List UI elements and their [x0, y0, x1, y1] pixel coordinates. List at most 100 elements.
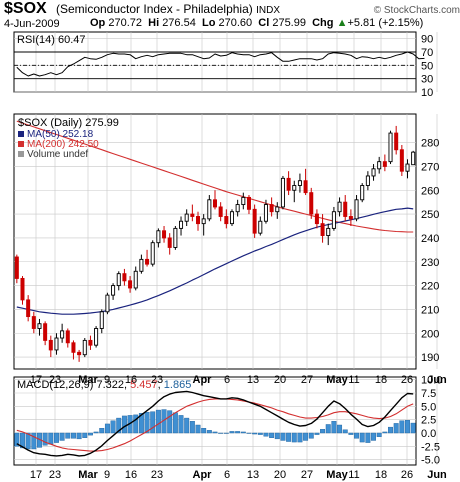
macd-histogram-bar	[274, 432, 280, 440]
x-axis-label: 27	[301, 374, 313, 386]
x-axis-label: 26	[401, 469, 413, 481]
candle-up	[275, 206, 280, 213]
candle-up	[377, 161, 382, 170]
macd-histogram-bar	[263, 432, 269, 437]
macd-histogram-bar	[235, 431, 241, 434]
candle-up	[150, 242, 155, 265]
candle-up	[354, 199, 359, 220]
macd-tick-label: 10.0	[421, 375, 442, 387]
candle-down	[320, 223, 325, 236]
macd-histogram-bar	[172, 412, 178, 434]
legend-swatch-2	[18, 151, 24, 157]
macd-title-part-1: ,	[124, 379, 130, 391]
candle-down	[309, 192, 314, 215]
price-tick-label: 190	[421, 352, 439, 364]
macd-histogram-bar	[280, 432, 286, 441]
candle-down	[246, 196, 251, 210]
candle-up	[229, 211, 234, 225]
x-axis-label: 23	[49, 469, 61, 481]
macd-histogram-bar	[218, 432, 224, 434]
macd-histogram-bar	[297, 432, 303, 443]
candle-up	[201, 218, 206, 225]
macd-title-part-3: ,	[158, 379, 164, 391]
candle-up	[82, 339, 87, 356]
rsi-tick-label: 90	[421, 34, 433, 46]
candle-up	[280, 177, 285, 208]
macd-histogram-bar	[252, 432, 258, 435]
candle-down	[20, 277, 25, 301]
candle-down	[252, 208, 257, 234]
ohlc-readout: Op 270.72 Hi 276.54 Lo 270.60 Cl 275.99 …	[90, 17, 423, 29]
macd-histogram-bar	[144, 412, 150, 434]
macd-tick-label: -2.5	[421, 441, 440, 453]
candle-down	[399, 149, 404, 172]
candle-down	[218, 206, 223, 217]
up-triangle-icon: ▲	[336, 17, 348, 29]
macd-histogram-bar	[104, 423, 110, 434]
macd-histogram-bar	[178, 415, 184, 434]
macd-tick-label: 5.0	[421, 401, 436, 413]
candle-up	[54, 337, 59, 351]
price-tick-label: 250	[421, 209, 439, 221]
candle-down	[348, 216, 353, 220]
candle-up	[292, 185, 297, 191]
x-axis-label: 16	[125, 374, 137, 386]
macd-histogram-bar	[20, 432, 25, 449]
x-axis-label: 11	[348, 374, 359, 386]
candle-up	[207, 199, 212, 220]
candle-down	[343, 201, 348, 217]
price-tick-label: 260	[421, 185, 439, 197]
legend-swatch-0	[18, 131, 24, 137]
x-axis-label: 26	[401, 374, 413, 386]
candle-up	[60, 330, 65, 339]
candle-down	[26, 299, 31, 318]
legend-entry-1: MA(200) 242.50	[27, 139, 99, 150]
macd-histogram-bar	[212, 431, 218, 434]
candle-up	[360, 185, 365, 201]
candle-down	[145, 258, 150, 265]
candle-up	[116, 273, 121, 287]
macd-histogram-bar	[99, 428, 105, 434]
x-axis-label: 13	[247, 374, 259, 386]
macd-histogram-bar	[93, 431, 99, 434]
x-axis-label: Mar	[78, 469, 98, 481]
candle-down	[122, 273, 127, 282]
macd-histogram-bar	[246, 432, 252, 434]
macd-histogram-bar	[223, 432, 229, 434]
price-tick-label: 210	[421, 304, 439, 316]
x-axis-label: 6	[224, 374, 230, 386]
candle-up	[133, 270, 138, 289]
candle-up	[365, 175, 370, 186]
candle-up	[371, 168, 376, 177]
candle-down	[128, 280, 133, 289]
macd-histogram-bar	[291, 432, 297, 443]
x-axis-label: 18	[375, 469, 387, 481]
x-axis-label: 6	[224, 469, 230, 481]
rsi-title: RSI(14) 60.47	[17, 34, 85, 46]
macd-histogram-bar	[42, 432, 48, 446]
candle-up	[139, 258, 144, 272]
macd-histogram-bar	[25, 432, 31, 450]
rsi-line	[16, 51, 425, 77]
candle-up	[99, 311, 104, 329]
macd-histogram-bar	[314, 432, 320, 435]
candle-down	[269, 204, 274, 213]
x-axis-label: 9	[104, 374, 110, 386]
quote-date: 4-Jun-2009	[4, 18, 60, 30]
x-axis-label: Jun	[427, 469, 447, 481]
change-value: +5.81 (+2.15%)	[347, 17, 424, 29]
macd-title-part-0: MACD(12,26,9) 7.322	[17, 379, 124, 391]
candle-down	[382, 161, 387, 167]
price-tick-label: 270	[421, 161, 439, 173]
ma200-line	[16, 120, 414, 233]
candle-down	[77, 351, 82, 356]
macd-histogram-bar	[65, 432, 71, 439]
x-axis-label: 13	[247, 469, 259, 481]
macd-histogram-bar	[308, 432, 314, 439]
change-label: Chg	[312, 17, 334, 29]
rsi-tick-label: 10	[421, 87, 433, 99]
macd-histogram-bar	[376, 432, 382, 437]
macd-histogram-bar	[206, 430, 212, 434]
candle-up	[411, 151, 416, 166]
